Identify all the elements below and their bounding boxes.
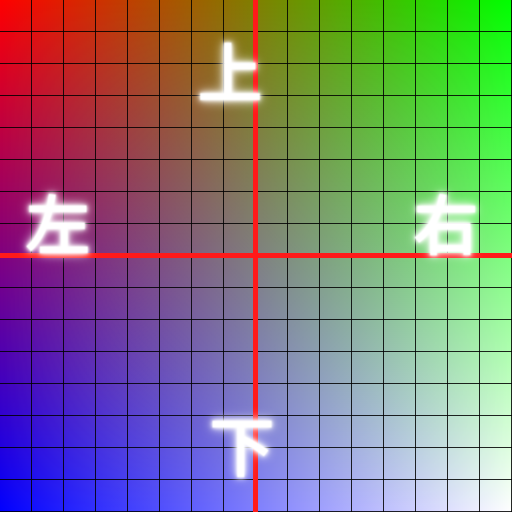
label-bottom: 下 [210,413,274,487]
label-left: 左 [26,191,90,265]
label-right: 右 [414,191,478,265]
horizontal-axis-line [0,253,512,258]
label-top: 上 [198,39,262,113]
